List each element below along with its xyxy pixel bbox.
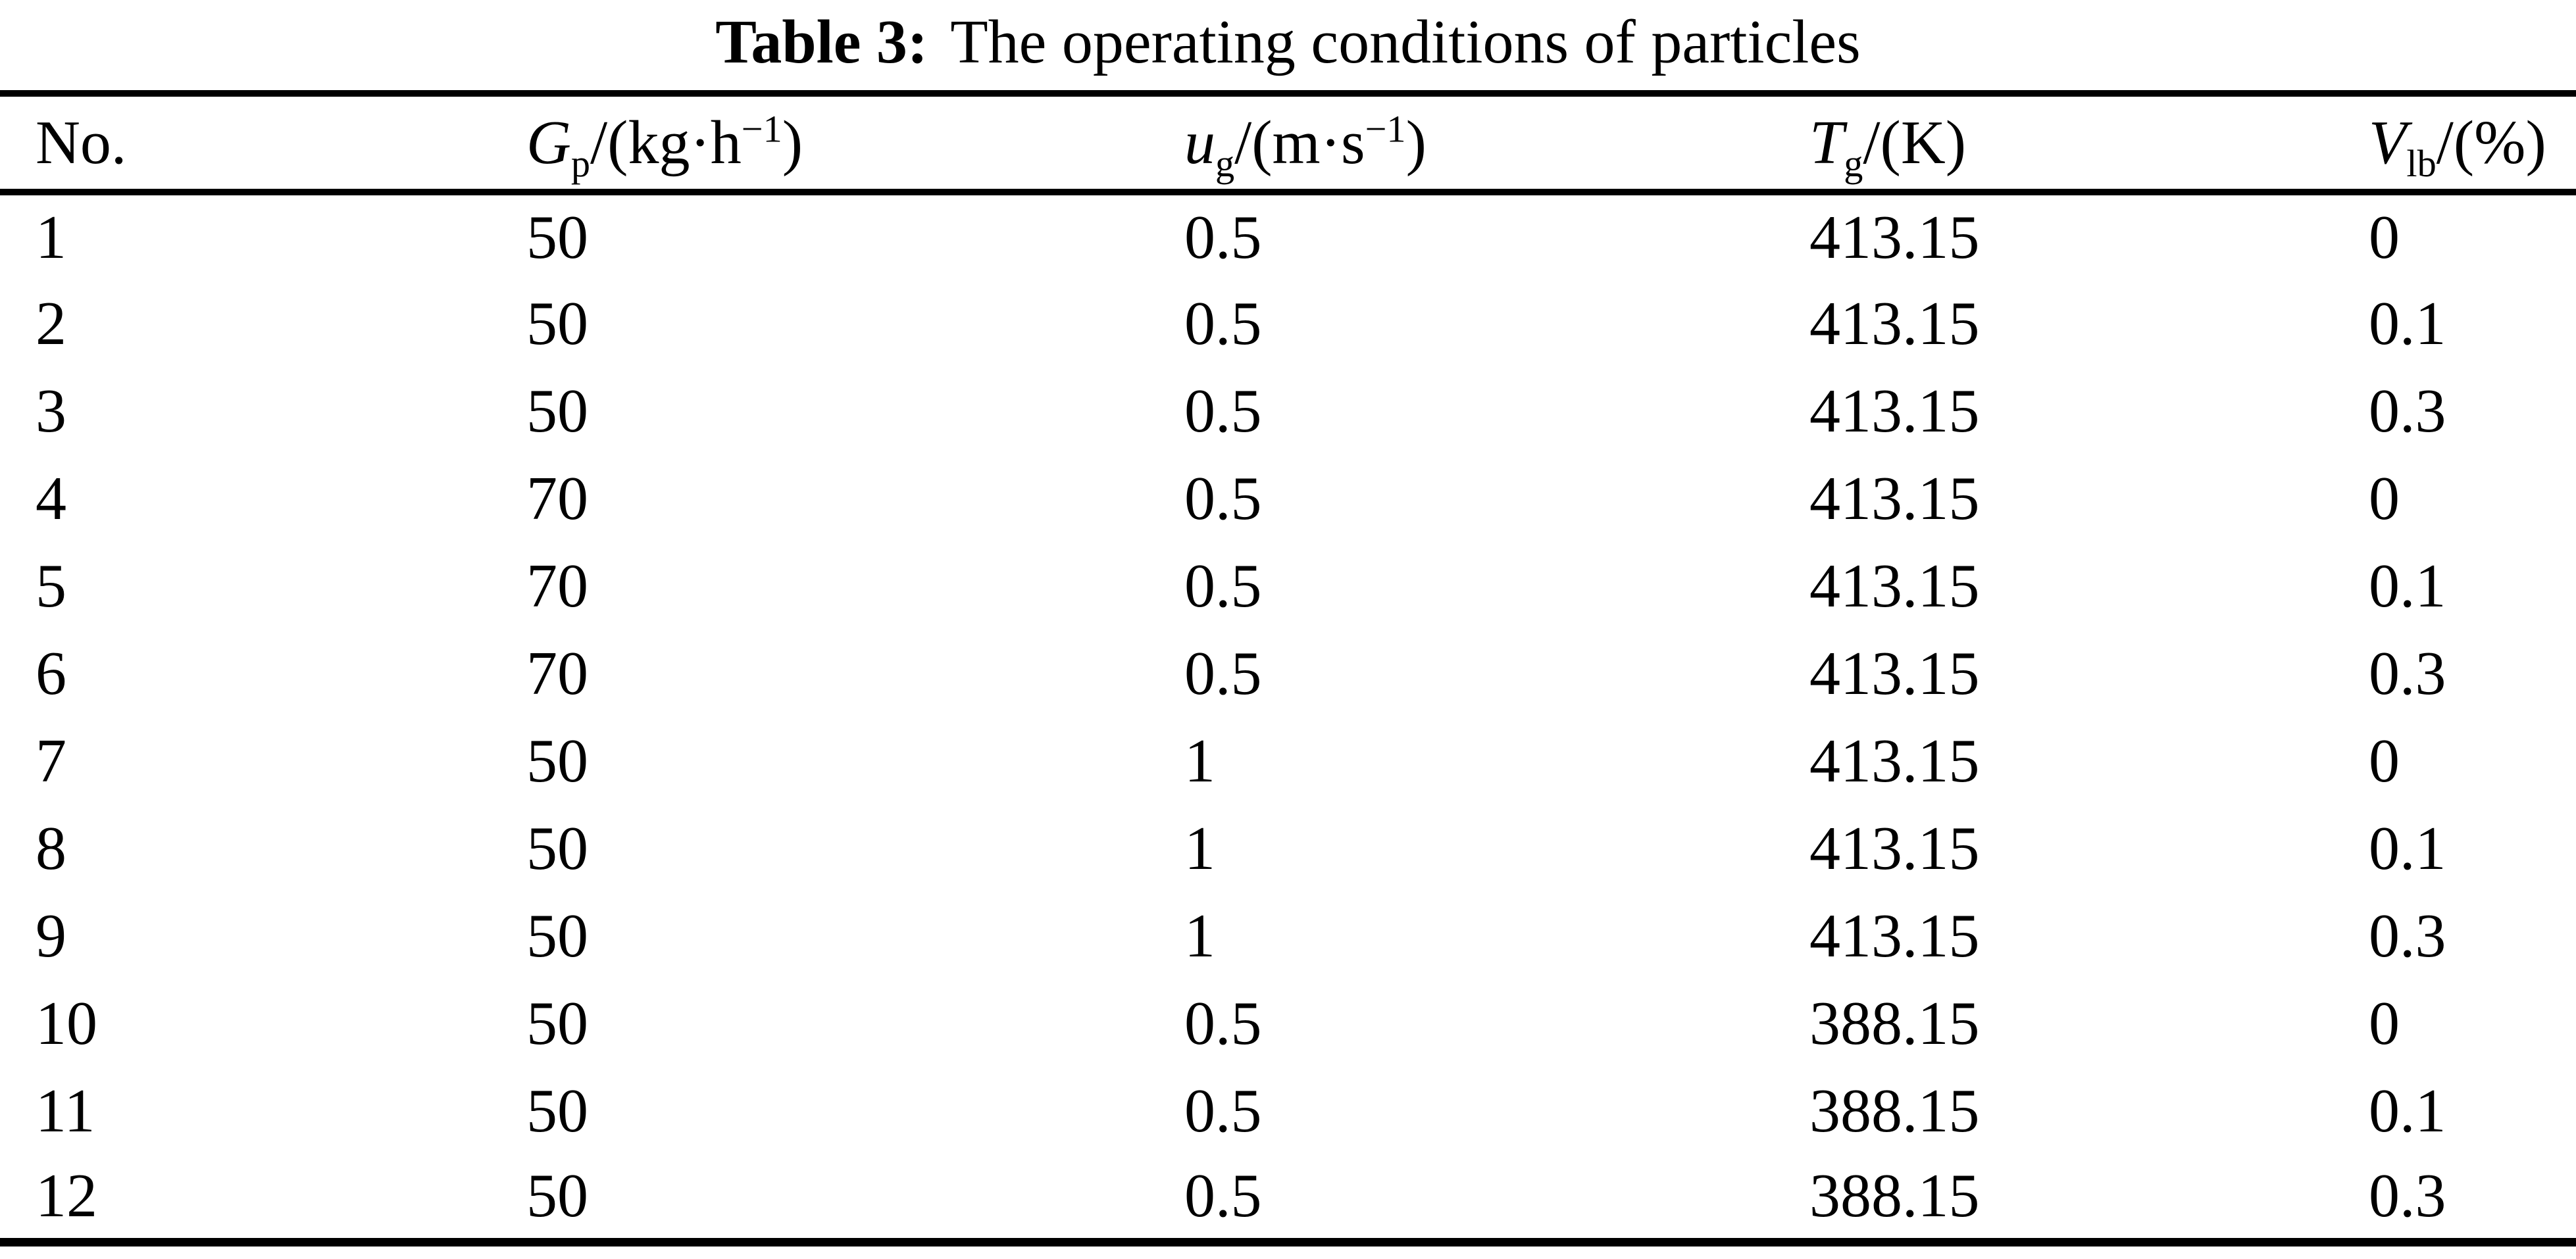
cell-gas-velocity: 1 <box>1184 726 1215 795</box>
cell-no: 10 <box>36 989 97 1058</box>
col-header-no: No. <box>36 109 127 177</box>
cell-particle-flow-rate: 50 <box>526 376 588 445</box>
table-row: 12 50 0.5 388.15 0.3 <box>0 1154 2576 1242</box>
cell-no: 7 <box>36 726 66 795</box>
cell-liquid-binder-fraction: 0 <box>2369 203 2400 272</box>
cell-no: 1 <box>36 203 66 272</box>
table-row: 5 70 0.5 413.15 0.1 <box>0 542 2576 630</box>
cell-gas-velocity: 0.5 <box>1184 989 1262 1058</box>
cell-gas-temperature: 413.15 <box>1809 551 1980 620</box>
header-row: No. Gp/(kg·h−1) ug/(m·s−1) Tg/(K) Vlb/(%… <box>0 93 2576 192</box>
table-row: 7 50 1 413.15 0 <box>0 717 2576 804</box>
cell-liquid-binder-fraction: 0.1 <box>2369 814 2446 883</box>
cell-particle-flow-rate: 50 <box>526 289 588 358</box>
cell-no: 8 <box>36 814 66 883</box>
cell-particle-flow-rate: 50 <box>526 203 588 272</box>
cell-gas-velocity: 0.5 <box>1184 1076 1262 1145</box>
cell-liquid-binder-fraction: 0.3 <box>2369 901 2446 970</box>
table-caption-label: Table 3: <box>715 8 928 76</box>
cell-gas-temperature: 413.15 <box>1809 901 1980 970</box>
cell-liquid-binder-fraction: 0.3 <box>2369 639 2446 708</box>
table-row: 4 70 0.5 413.15 0 <box>0 455 2576 542</box>
col-header-gas-velocity: ug/(m·s−1) <box>1184 107 1427 185</box>
cell-particle-flow-rate: 70 <box>526 639 588 708</box>
cell-liquid-binder-fraction: 0 <box>2369 464 2400 533</box>
table-row: 11 50 0.5 388.15 0.1 <box>0 1067 2576 1154</box>
cell-gas-velocity: 1 <box>1184 814 1215 883</box>
cell-liquid-binder-fraction: 0.1 <box>2369 551 2446 620</box>
cell-particle-flow-rate: 70 <box>526 551 588 620</box>
table-row: 10 50 0.5 388.15 0 <box>0 979 2576 1067</box>
cell-particle-flow-rate: 50 <box>526 814 588 883</box>
col-header-gas-temperature: Tg/(K) <box>1809 109 1967 185</box>
cell-gas-temperature: 413.15 <box>1809 464 1980 533</box>
cell-liquid-binder-fraction: 0.3 <box>2369 1162 2446 1231</box>
col-header-particle-flow-rate: Gp/(kg·h−1) <box>526 107 803 185</box>
cell-particle-flow-rate: 70 <box>526 464 588 533</box>
cell-gas-temperature: 413.15 <box>1809 814 1980 883</box>
table-caption-text: The operating conditions of particles <box>950 8 1861 76</box>
table-row: 3 50 0.5 413.15 0.3 <box>0 367 2576 455</box>
cell-gas-temperature: 388.15 <box>1809 1162 1980 1231</box>
cell-gas-temperature: 413.15 <box>1809 376 1980 445</box>
table-row: 8 50 1 413.15 0.1 <box>0 804 2576 892</box>
cell-gas-velocity: 0.5 <box>1184 551 1262 620</box>
cell-no: 5 <box>36 551 66 620</box>
cell-no: 2 <box>36 289 66 358</box>
table-row: 2 50 0.5 413.15 0.1 <box>0 280 2576 367</box>
cell-no: 3 <box>36 376 66 445</box>
cell-no: 9 <box>36 901 66 970</box>
cell-gas-velocity: 0.5 <box>1184 464 1262 533</box>
cell-particle-flow-rate: 50 <box>526 726 588 795</box>
table-row: 6 70 0.5 413.15 0.3 <box>0 630 2576 717</box>
cell-particle-flow-rate: 50 <box>526 1076 588 1145</box>
cell-gas-velocity: 0.5 <box>1184 639 1262 708</box>
cell-liquid-binder-fraction: 0.1 <box>2369 289 2446 358</box>
cell-particle-flow-rate: 50 <box>526 1162 588 1231</box>
cell-particle-flow-rate: 50 <box>526 989 588 1058</box>
cell-gas-temperature: 413.15 <box>1809 639 1980 708</box>
cell-no: 11 <box>36 1076 95 1145</box>
cell-gas-temperature: 388.15 <box>1809 989 1980 1058</box>
col-header-liquid-binder-fraction: Vlb/(%) <box>2369 109 2546 185</box>
cell-liquid-binder-fraction: 0.3 <box>2369 376 2446 445</box>
table-row: 9 50 1 413.15 0.3 <box>0 892 2576 979</box>
operating-conditions-table: No. Gp/(kg·h−1) ug/(m·s−1) Tg/(K) Vlb/(%… <box>0 90 2576 1247</box>
cell-no: 4 <box>36 464 66 533</box>
cell-gas-velocity: 0.5 <box>1184 289 1262 358</box>
cell-no: 12 <box>36 1162 97 1231</box>
cell-no: 6 <box>36 639 66 708</box>
cell-particle-flow-rate: 50 <box>526 901 588 970</box>
cell-liquid-binder-fraction: 0 <box>2369 989 2400 1058</box>
cell-gas-temperature: 413.15 <box>1809 289 1980 358</box>
cell-gas-velocity: 0.5 <box>1184 1162 1262 1231</box>
cell-gas-temperature: 413.15 <box>1809 203 1980 272</box>
table-body: 1 50 0.5 413.15 0 2 50 0.5 413.15 0.1 3 … <box>0 192 2576 1242</box>
cell-liquid-binder-fraction: 0.1 <box>2369 1076 2446 1145</box>
table-row: 1 50 0.5 413.15 0 <box>0 192 2576 280</box>
cell-gas-velocity: 1 <box>1184 901 1215 970</box>
cell-gas-velocity: 0.5 <box>1184 203 1262 272</box>
table-caption: Table 3: The operating conditions of part… <box>0 0 2576 90</box>
cell-liquid-binder-fraction: 0 <box>2369 726 2400 795</box>
cell-gas-velocity: 0.5 <box>1184 376 1262 445</box>
cell-gas-temperature: 388.15 <box>1809 1076 1980 1145</box>
cell-gas-temperature: 413.15 <box>1809 726 1980 795</box>
